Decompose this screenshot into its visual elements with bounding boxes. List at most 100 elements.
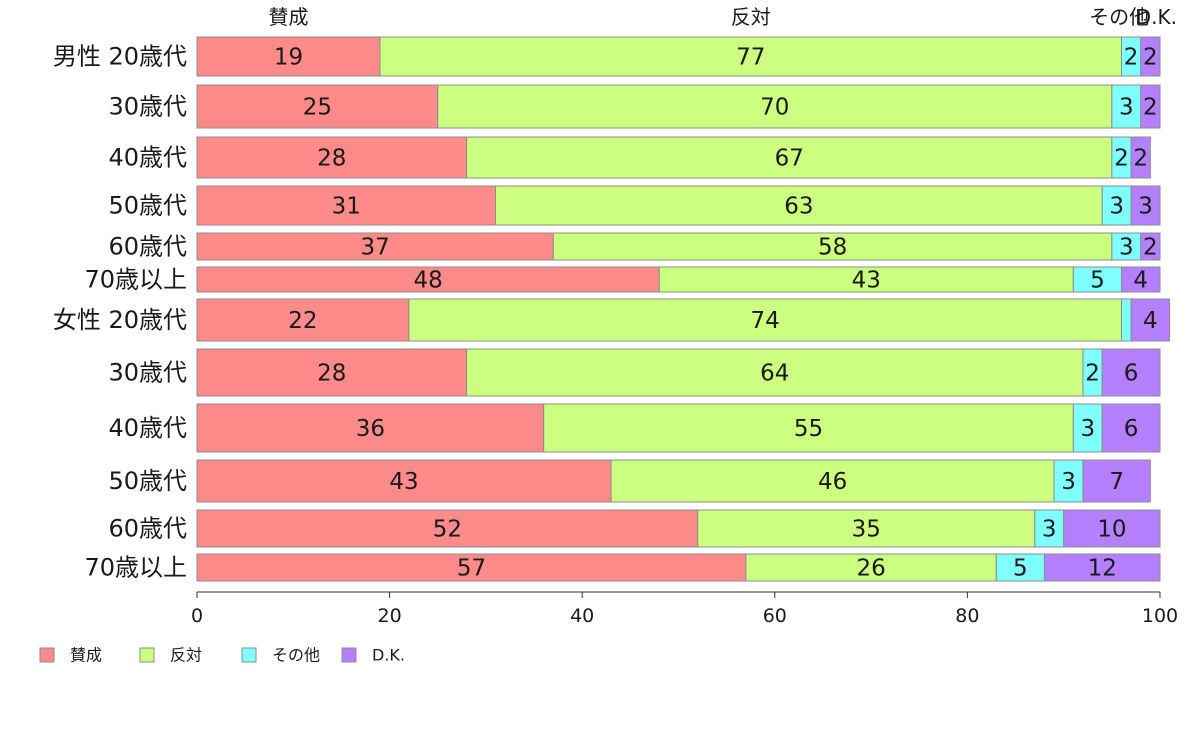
bar-segment — [610, 459, 1055, 503]
bar-segment — [196, 136, 468, 179]
bar-segment — [196, 84, 439, 129]
x-tick-label: 20 — [378, 605, 402, 627]
data-label: 57 — [457, 556, 486, 582]
bar-segment — [196, 459, 612, 503]
category-label: 30歳代 — [108, 93, 187, 121]
x-tick-label: 0 — [191, 605, 203, 627]
bar-segment — [697, 509, 1036, 548]
x-tick-label: 100 — [1142, 605, 1178, 627]
bar-segment — [196, 232, 554, 261]
data-label: 7 — [1109, 469, 1124, 495]
bar-segment — [552, 232, 1113, 261]
bar-segment — [1043, 553, 1161, 582]
bar-segment — [196, 509, 699, 548]
data-label: 2 — [1143, 235, 1158, 261]
bar-segment — [1072, 266, 1122, 293]
bar-segment — [466, 136, 1113, 179]
data-label: 3 — [1119, 235, 1134, 261]
data-label: 6 — [1124, 416, 1139, 442]
bar-segment — [1101, 185, 1132, 226]
data-label: 70 — [760, 95, 789, 121]
data-label: 46 — [818, 469, 847, 495]
legend-swatch — [341, 647, 357, 663]
data-label: 4 — [1133, 268, 1148, 294]
bar-segment — [745, 553, 997, 582]
data-label: 4 — [1143, 308, 1158, 334]
bar-segment — [1130, 298, 1171, 342]
bar-segment — [196, 553, 747, 582]
legend-label: 反対 — [170, 646, 202, 665]
data-label: 35 — [852, 517, 881, 543]
data-label: 10 — [1097, 517, 1126, 543]
category-label: 40歳代 — [108, 144, 187, 172]
data-label: 12 — [1088, 556, 1117, 582]
bar-segment — [196, 36, 381, 77]
data-label: 31 — [332, 194, 361, 220]
data-label: 36 — [356, 416, 385, 442]
data-label: 2 — [1143, 95, 1158, 121]
bar-segment — [1101, 403, 1161, 453]
data-label: 37 — [361, 235, 390, 261]
data-label: 63 — [784, 194, 813, 220]
category-label: 40歳代 — [108, 414, 187, 442]
data-label: 3 — [1119, 95, 1134, 121]
data-label: 2 — [1133, 146, 1148, 172]
legend-label: 賛成 — [70, 646, 102, 665]
category-label: 50歳代 — [108, 192, 187, 220]
data-label: 26 — [856, 556, 885, 582]
bar-segment — [196, 348, 468, 397]
legend-swatch — [139, 647, 155, 663]
top-series-label: 反対 — [731, 5, 771, 29]
category-label: 男性 20歳代 — [53, 43, 187, 71]
bar-segment — [1120, 266, 1161, 293]
category-label: 60歳代 — [108, 233, 187, 261]
data-label: 3 — [1042, 517, 1057, 543]
data-label: 67 — [775, 146, 804, 172]
bar-segment — [196, 298, 410, 342]
legend-label: D.K. — [372, 646, 405, 665]
legend-label: その他 — [272, 646, 320, 665]
legend-swatch — [241, 647, 257, 663]
data-label: 2 — [1085, 361, 1100, 387]
bar-segment — [1101, 348, 1161, 397]
data-label: 58 — [818, 235, 847, 261]
bar-segment — [379, 36, 1122, 77]
data-label: 3 — [1061, 469, 1076, 495]
bar-segment — [658, 266, 1074, 293]
bar-segment — [1111, 84, 1142, 129]
category-label: 女性 20歳代 — [53, 306, 187, 334]
data-label: 77 — [736, 45, 765, 71]
data-label: 2 — [1143, 45, 1158, 71]
data-label: 55 — [794, 416, 823, 442]
data-label: 52 — [433, 517, 462, 543]
data-label: 5 — [1090, 268, 1105, 294]
bar-segment — [1140, 84, 1161, 129]
bar-segment — [1130, 185, 1161, 226]
bar-segment — [466, 348, 1084, 397]
data-label: 6 — [1124, 361, 1139, 387]
data-label: 2 — [1114, 146, 1129, 172]
data-label: 3 — [1138, 194, 1153, 220]
bar-segment — [1063, 509, 1161, 548]
bar-segment — [1082, 459, 1151, 503]
top-series-label: 賛成 — [268, 5, 308, 29]
bar-segment — [1140, 232, 1161, 261]
x-tick-label: 80 — [955, 605, 979, 627]
data-label: 48 — [413, 268, 442, 294]
top-series-label: D.K. — [1136, 5, 1177, 29]
data-label: 28 — [317, 361, 346, 387]
top-series-label: その他 — [1089, 5, 1149, 29]
data-label: 25 — [303, 95, 332, 121]
data-label: 22 — [288, 308, 317, 334]
x-tick-label: 60 — [763, 605, 787, 627]
bar-segment — [1130, 136, 1151, 179]
bar-segment — [196, 185, 497, 226]
category-label: 70歳以上 — [84, 554, 187, 582]
bar-segment — [1120, 298, 1132, 342]
data-label: 19 — [274, 45, 303, 71]
bar-segment — [1072, 403, 1103, 453]
category-label: 70歳以上 — [84, 266, 187, 294]
data-label: 43 — [389, 469, 418, 495]
bar-segment — [437, 84, 1113, 129]
data-label: 2 — [1124, 45, 1139, 71]
